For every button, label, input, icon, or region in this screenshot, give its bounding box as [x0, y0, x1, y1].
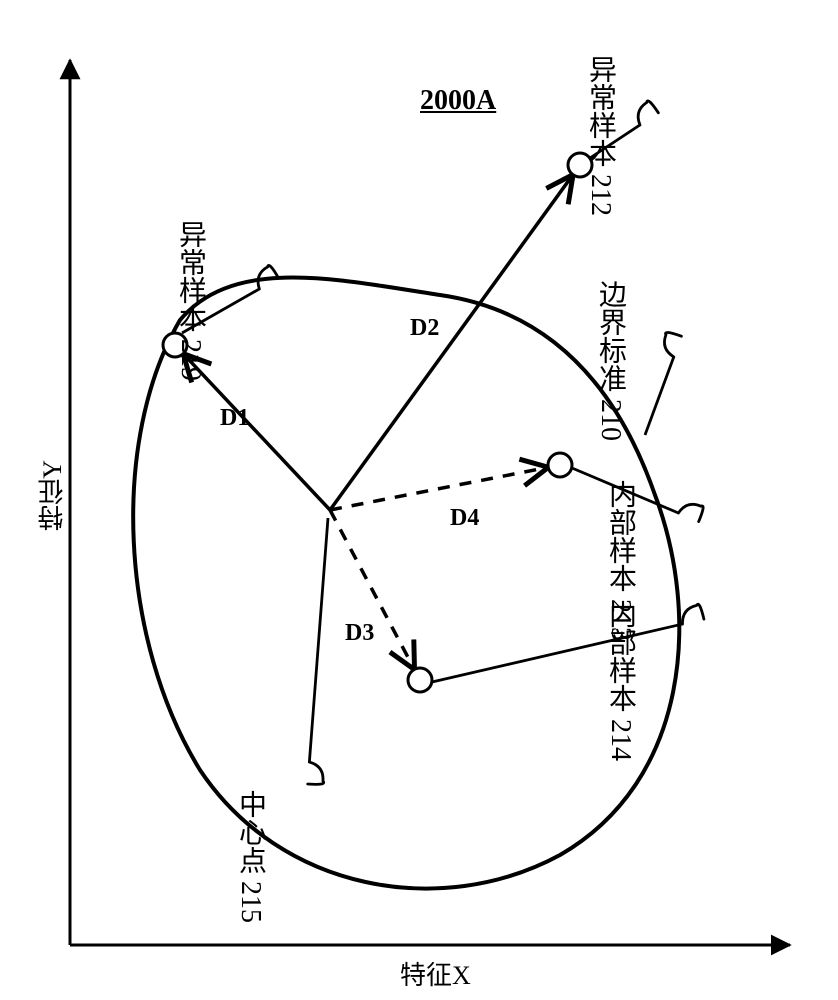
callout-curl-c213: [678, 504, 703, 521]
sample-point-p214: [408, 668, 432, 692]
distance-label-d1: D1: [220, 405, 249, 432]
axes-group: [70, 60, 790, 945]
vector-d2: [330, 176, 572, 510]
callout-curl-c212: [638, 101, 658, 125]
callout-label-c215: 中心点 215: [230, 790, 270, 923]
callout-curl-c215: [308, 762, 324, 784]
diagram-svg: [0, 0, 838, 1000]
callout-leader-c215: [309, 518, 328, 762]
callout-leader-c210: [645, 357, 674, 435]
callout-leader-c214: [432, 624, 682, 682]
distance-label-d2: D2: [410, 315, 439, 342]
callout-label-c212: 异常样本 212: [580, 55, 620, 216]
figure-2000a: { "figure": { "id": "2000A", "id_fontsiz…: [0, 0, 838, 1000]
distance-label-d4: D4: [450, 505, 479, 532]
callout-curl-c210: [664, 332, 681, 356]
sample-point-p213: [548, 453, 572, 477]
callout-label-c219: 异常样本 219: [170, 220, 210, 381]
callout-curl-c214: [682, 604, 703, 624]
vector-d4: [330, 468, 546, 510]
x-axis-label: 特征X: [400, 955, 471, 992]
distance-label-d3: D3: [345, 620, 374, 647]
callout-label-c214: 内部样本 214: [600, 600, 640, 761]
callout-label-c210: 边界标准 210: [590, 280, 630, 441]
y-axis-label: 特征Y: [34, 460, 71, 531]
figure-id: 2000A: [420, 85, 496, 117]
